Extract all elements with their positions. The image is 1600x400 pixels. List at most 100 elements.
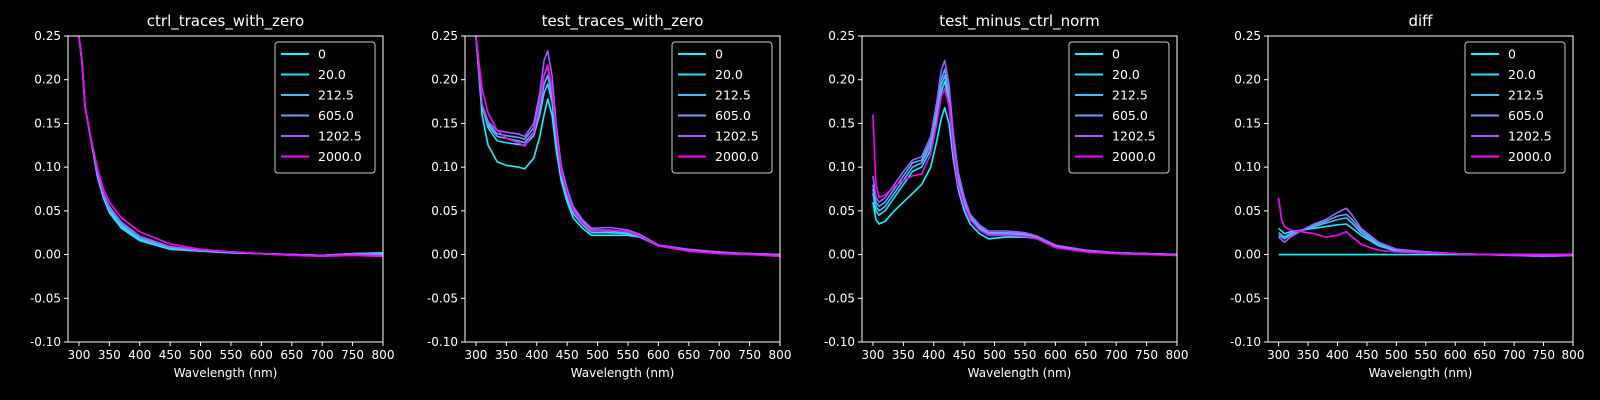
x-axis-label: Wavelength (nm)	[1369, 366, 1473, 380]
y-tick-label: 0.10	[431, 160, 458, 174]
y-tick-label: -0.05	[1230, 291, 1261, 305]
x-tick-label: 500	[586, 348, 609, 362]
legend-label: 20.0	[318, 67, 346, 82]
x-tick-label: 700	[311, 348, 334, 362]
series-group	[475, 36, 780, 258]
y-tick-label: 0.05	[828, 204, 855, 218]
series-line-1202.5	[1278, 207, 1573, 258]
legend-label: 1202.5	[1112, 129, 1156, 144]
y-tick-label: 0.05	[34, 204, 61, 218]
legend-label: 20.0	[1112, 67, 1140, 82]
y-tick-label: -0.05	[427, 291, 458, 305]
chart-panel-1: ctrl_traces_with_zero 300 350 400 450 500 550 6…	[30, 12, 395, 380]
legend-label: 2000.0	[1112, 149, 1156, 164]
y-tick-label: 0.00	[34, 248, 61, 262]
y-tick-label: 0.20	[1234, 73, 1261, 87]
y-tick-label: 0.25	[34, 29, 61, 43]
chart-panel-2: test_traces_with_zero 300 350 400 450 500 550 6…	[427, 12, 792, 380]
y-tick-label: 0.15	[34, 116, 61, 130]
plot-frame	[861, 35, 1178, 343]
x-tick-label: 400	[525, 348, 548, 362]
y-tick-label: 0.20	[431, 73, 458, 87]
x-tick-label: 500	[983, 348, 1006, 362]
y-tick-label: 0.15	[1234, 116, 1261, 130]
x-tick-label: 750	[1135, 348, 1158, 362]
x-tick-label: 450	[556, 348, 579, 362]
series-line-2000.0	[1277, 197, 1573, 256]
series-line-2000.0	[78, 36, 383, 258]
x-tick-label: 450	[1355, 348, 1378, 362]
x-tick-label: 800	[372, 348, 395, 362]
y-tick-label: 0.20	[828, 73, 855, 87]
x-tick-label: 600	[1044, 348, 1067, 362]
series-line-2000.0	[872, 87, 1177, 257]
series-line-2000.0	[475, 36, 780, 258]
series-group	[872, 59, 1177, 257]
plot-frame	[464, 35, 781, 343]
series-line-1202.5	[872, 59, 1177, 257]
legend-label: 1202.5	[1508, 129, 1552, 144]
legend-label: 20.0	[1508, 67, 1536, 82]
y-tick-label: 0.10	[828, 160, 855, 174]
legend-label: 0	[715, 47, 723, 62]
series-group	[1277, 197, 1573, 258]
y-tick-label: 0.20	[34, 73, 61, 87]
y-tick-label: 0.00	[828, 248, 855, 262]
y-tick-label: 0.10	[1234, 160, 1261, 174]
series-line-1202.5	[475, 36, 780, 256]
x-tick-label: 400	[128, 348, 151, 362]
y-tick-label: 0.15	[431, 116, 458, 130]
x-tick-label: 350	[495, 348, 518, 362]
legend-label: 1202.5	[715, 129, 759, 144]
chart-title: test_traces_with_zero	[542, 12, 704, 31]
legend-label: 20.0	[715, 67, 743, 82]
x-tick-label: 800	[1166, 348, 1189, 362]
x-tick-label: 750	[341, 348, 364, 362]
legend-label: 212.5	[715, 88, 751, 103]
x-tick-label: 700	[1503, 348, 1526, 362]
legend-label: 0	[1508, 47, 1516, 62]
y-tick-label: 0.05	[1234, 204, 1261, 218]
x-tick-label: 500	[1385, 348, 1408, 362]
x-tick-label: 800	[1562, 348, 1585, 362]
x-tick-label: 650	[677, 348, 700, 362]
plot-frame	[1267, 35, 1574, 343]
y-tick-label: -0.10	[1230, 335, 1261, 349]
x-tick-label: 350	[1297, 348, 1320, 362]
y-tick-label: -0.05	[30, 291, 61, 305]
legend-label: 0	[318, 47, 326, 62]
y-tick-label: -0.10	[427, 335, 458, 349]
plot-frame	[67, 35, 384, 343]
x-axis-label: Wavelength (nm)	[174, 366, 278, 380]
x-tick-label: 700	[1105, 348, 1128, 362]
x-tick-label: 300	[67, 348, 90, 362]
x-axis-label: Wavelength (nm)	[571, 366, 675, 380]
x-tick-label: 700	[708, 348, 731, 362]
y-tick-label: 0.10	[34, 160, 61, 174]
x-axis-label: Wavelength (nm)	[968, 366, 1072, 380]
y-tick-label: 0.00	[431, 248, 458, 262]
x-tick-label: 450	[953, 348, 976, 362]
x-tick-label: 350	[892, 348, 915, 362]
legend-label: 0	[1112, 47, 1120, 62]
x-tick-label: 350	[98, 348, 121, 362]
x-tick-label: 750	[1532, 348, 1555, 362]
x-tick-label: 550	[1014, 348, 1037, 362]
legend-label: 212.5	[318, 88, 354, 103]
y-tick-label: 0.25	[828, 29, 855, 43]
y-tick-label: -0.10	[824, 335, 855, 349]
legend-label: 2000.0	[318, 149, 362, 164]
legend-label: 605.0	[1112, 108, 1148, 123]
x-tick-label: 300	[1267, 348, 1290, 362]
y-tick-label: -0.10	[30, 335, 61, 349]
legend: 0 20.0 212.5 605.0 1202.5 2000.0	[671, 41, 773, 174]
x-tick-label: 400	[1326, 348, 1349, 362]
x-tick-label: 650	[1074, 348, 1097, 362]
legend-label: 605.0	[1508, 108, 1544, 123]
chart-title: diff	[1408, 12, 1433, 30]
x-tick-label: 650	[1473, 348, 1496, 362]
x-tick-label: 300	[861, 348, 884, 362]
x-tick-label: 500	[189, 348, 212, 362]
y-tick-label: 0.00	[1234, 248, 1261, 262]
legend-label: 212.5	[1508, 88, 1544, 103]
